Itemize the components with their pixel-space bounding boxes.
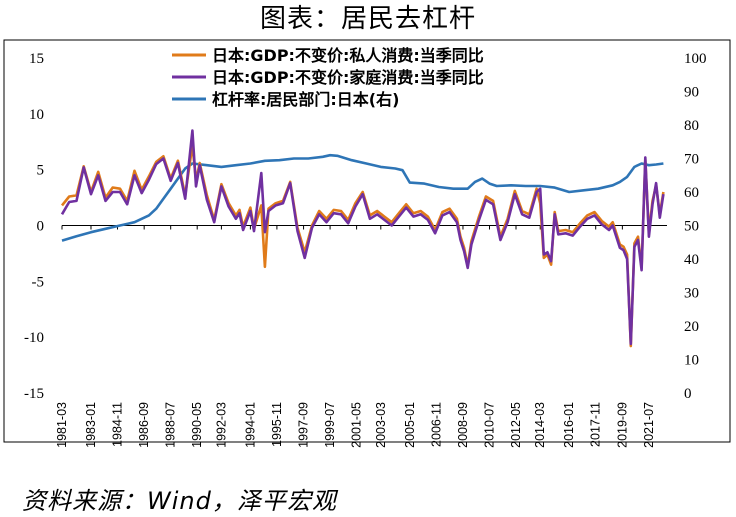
x-tick-label: 2017-11 — [589, 402, 603, 447]
left-tick-label: -10 — [24, 330, 44, 346]
x-tick-label: 2019-09 — [615, 402, 629, 448]
x-tick-label: 2008-09 — [456, 402, 470, 448]
x-tick-label: 1995-11 — [270, 402, 284, 447]
x-tick-label: 1999-07 — [323, 402, 337, 448]
x-tick-label: 2021-07 — [642, 402, 656, 448]
right-tick-label: 90 — [684, 85, 699, 101]
right-tick-label: 70 — [684, 152, 699, 168]
x-tick-label: 2006-11 — [429, 402, 443, 447]
left-tick-label: 5 — [37, 163, 45, 179]
source-note: 资料来源：Wind，泽平宏观 — [22, 487, 337, 515]
left-tick-label: 15 — [29, 51, 44, 67]
right-tick-label: 100 — [684, 51, 707, 67]
x-tick-label: 2016-01 — [562, 402, 576, 448]
legend-label: 杠杆率:居民部门:日本(右) — [212, 90, 399, 109]
axes: -15 -10 -5 0 5 10 15 0 10 20 30 40 50 60 70 80 90 100 1981… — [3, 39, 731, 448]
x-tick-label: 1983-01 — [84, 402, 98, 448]
legend-label: 日本:GDP:不变价:家庭消费:当季同比 — [212, 68, 484, 87]
right-tick-label: 40 — [684, 252, 699, 268]
x-tick-label: 2003-03 — [374, 402, 388, 448]
x-tick-label: 1992-03 — [214, 402, 228, 448]
x-tick-label: 2005-01 — [403, 402, 417, 448]
right-tick-label: 50 — [684, 219, 699, 235]
left-tick-label: -15 — [24, 386, 44, 402]
x-tick-label: 1981-03 — [55, 402, 69, 448]
chart-title: 图表：居民去杠杆 — [259, 4, 476, 34]
right-tick-label: 10 — [684, 353, 699, 369]
chart-frame — [3, 39, 731, 443]
series-line — [61, 153, 664, 242]
left-tick-label: 10 — [29, 107, 44, 123]
x-tick-label: 1990-05 — [190, 402, 204, 448]
x-tick-label: 2014-03 — [533, 402, 547, 448]
x-tick-label: 2010-07 — [482, 402, 496, 448]
right-tick-label: 0 — [684, 386, 692, 402]
series-line — [60, 129, 665, 346]
x-tick-label: 1997-09 — [297, 402, 311, 448]
right-tick-label: 80 — [684, 118, 699, 134]
x-tick-label: 1986-09 — [137, 402, 151, 448]
series-lines — [60, 129, 665, 348]
left-tick-label: 0 — [37, 219, 45, 235]
x-tick-label: 1994-01 — [243, 402, 257, 448]
right-tick-label: 20 — [684, 319, 699, 335]
right-tick-label: 60 — [684, 185, 699, 201]
left-tick-label: -5 — [32, 274, 45, 290]
x-tick-label: 1984-11 — [111, 402, 125, 447]
x-tick-label: 2012-05 — [509, 402, 523, 448]
legend: 日本:GDP:不变价:私人消费:当季同比日本:GDP:不变价:家庭消费:当季同比… — [172, 46, 484, 109]
x-tick-label: 1988-07 — [164, 402, 178, 448]
right-tick-label: 30 — [684, 286, 699, 302]
x-tick-label: 2001-05 — [350, 402, 364, 448]
legend-label: 日本:GDP:不变价:私人消费:当季同比 — [212, 46, 484, 65]
line-chart: -15 -10 -5 0 5 10 15 0 10 20 30 40 50 60 70 80 90 100 1981… — [3, 39, 731, 448]
